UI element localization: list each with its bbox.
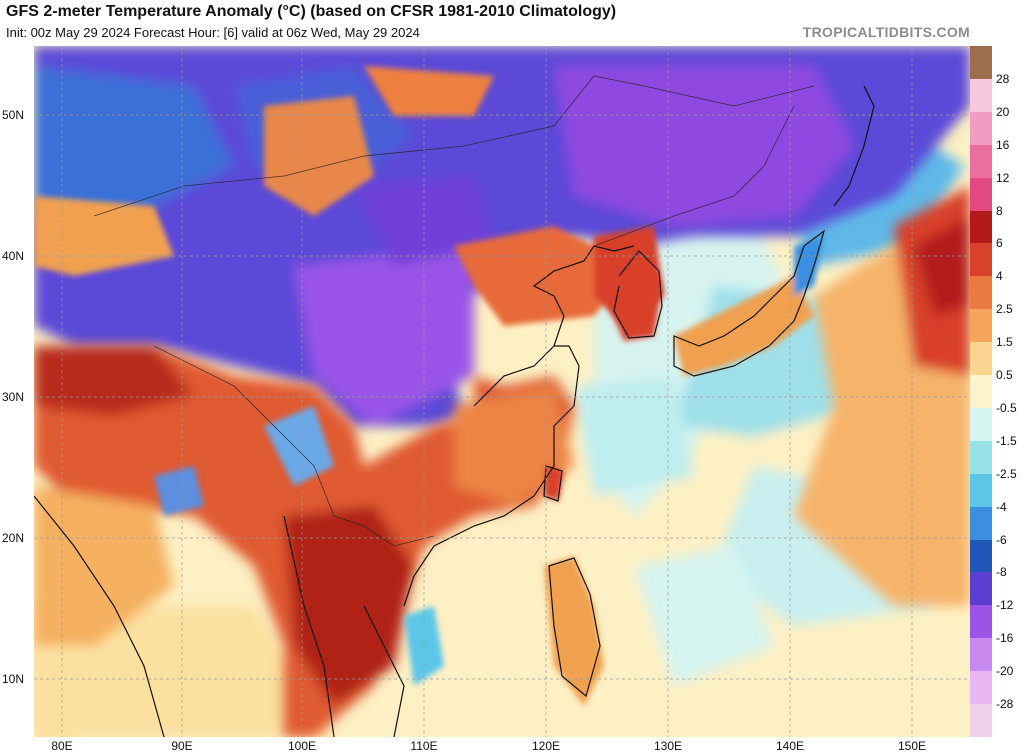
borders xyxy=(93,75,815,547)
colorbar-swatch xyxy=(970,473,992,508)
hot-south xyxy=(34,346,574,737)
lon-label-110e: 110E xyxy=(410,739,438,753)
colorbar-label: 16 xyxy=(996,137,1010,152)
colorbar-swatch xyxy=(970,342,992,376)
colorbar-label: -0.5 xyxy=(996,400,1017,415)
colorbar-label: -28 xyxy=(996,697,1014,712)
colorbar-label: -2.5 xyxy=(996,466,1017,481)
lon-label-80e: 80E xyxy=(51,739,73,753)
colorbar-label: -12 xyxy=(996,598,1014,613)
colorbar-swatch xyxy=(970,375,992,409)
cold-north xyxy=(34,46,970,426)
colorbar-swatch xyxy=(970,210,992,244)
colorbar: 28 20 16 12 8 6 4 2.5 1.5 0.5 -0.5 -1.5 -2.5 -4 -6 -8 -1… xyxy=(970,46,1024,738)
colorbar-label: 12 xyxy=(996,170,1010,185)
lat-label-40n: 40N xyxy=(2,249,25,263)
colorbar-swatch xyxy=(970,407,992,442)
lon-label-140e: 140E xyxy=(775,739,805,753)
lat-label-50n: 50N xyxy=(2,108,25,122)
colorbar-swatch xyxy=(970,46,992,80)
lon-label-120e: 120E xyxy=(531,739,561,753)
colorbar-label: -6 xyxy=(996,532,1007,547)
graticule xyxy=(34,46,970,737)
colorbar-swatch xyxy=(970,539,992,573)
colorbar-swatch xyxy=(970,111,992,146)
lon-label-150e: 150E xyxy=(897,739,927,753)
colorbar-label: 8 xyxy=(996,203,1003,218)
colorbar-swatch xyxy=(970,78,992,113)
colorbar-label: -20 xyxy=(996,664,1014,679)
colorbar-label: -4 xyxy=(996,499,1007,514)
colorbar-label: 20 xyxy=(996,104,1010,119)
colorbar-label: 28 xyxy=(996,71,1010,86)
colorbar-swatch xyxy=(970,605,992,639)
colorbar-swatch xyxy=(970,638,992,672)
header: GFS 2-meter Temperature Anomaly (°C) (ba… xyxy=(0,0,1024,46)
colorbar-swatch xyxy=(970,144,992,179)
lat-label-10n: 10N xyxy=(2,672,25,686)
lat-label-20n: 20N xyxy=(2,531,25,545)
colorbar-label: 6 xyxy=(996,236,1003,251)
map-svg xyxy=(34,46,970,737)
colorbar-label: 1.5 xyxy=(996,335,1013,350)
anomaly-map xyxy=(34,46,970,737)
map-subtitle: Init: 00z May 29 2024 Forecast Hour: [6]… xyxy=(6,25,420,40)
colorbar-swatch xyxy=(970,572,992,606)
colorbar-label: -1.5 xyxy=(996,433,1017,448)
colorbar-swatch xyxy=(970,506,992,541)
colorbar-swatch xyxy=(970,276,992,310)
colorbar-label: -16 xyxy=(996,631,1014,646)
lon-label-100e: 100E xyxy=(287,739,317,753)
brand-watermark: TROPICALTIDBITS.COM xyxy=(802,24,970,40)
colorbar-label: 0.5 xyxy=(996,368,1013,383)
colorbar-swatch xyxy=(970,309,992,343)
colorbar-label: -8 xyxy=(996,565,1007,580)
warm-pacific xyxy=(34,186,970,737)
colorbar-swatch xyxy=(970,440,992,475)
map-title: GFS 2-meter Temperature Anomaly (°C) (ba… xyxy=(6,3,617,20)
lat-label-30n: 30N xyxy=(2,390,25,404)
coastlines xyxy=(34,85,875,737)
lon-label-90e: 90E xyxy=(171,739,193,753)
korea-japan xyxy=(609,236,824,376)
lon-label-130e: 130E xyxy=(653,739,683,753)
colorbar-swatch xyxy=(970,177,992,211)
colorbar-swatch xyxy=(970,671,992,705)
colorbar-swatch xyxy=(970,704,992,738)
colorbar-swatch xyxy=(970,243,992,277)
colorbar-label: 2.5 xyxy=(996,302,1013,317)
colorbar-label: 4 xyxy=(996,269,1003,284)
